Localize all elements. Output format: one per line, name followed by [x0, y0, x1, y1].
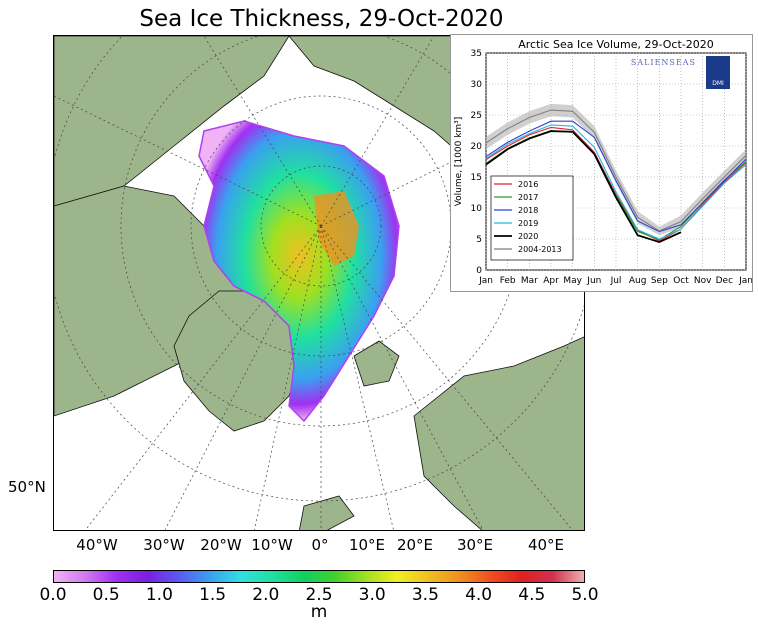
- y-tick-label: 25: [471, 111, 482, 121]
- series-line-2020: [485, 130, 682, 244]
- y-tick-label: 35: [471, 49, 482, 59]
- legend-label: 2016: [518, 180, 538, 189]
- x-tick-label: Jul: [610, 276, 622, 286]
- y-tick-label: 5: [476, 235, 482, 245]
- y-tick-label: 0: [476, 266, 482, 276]
- series-line-2016: [485, 126, 747, 242]
- series-line-2018: [485, 120, 747, 233]
- salienseas-logo: SALIENSEAS: [631, 58, 696, 67]
- sea-ice-extent: [198, 120, 400, 423]
- colorbar-tick-label: 2.5: [305, 585, 333, 605]
- colorbar: [53, 570, 585, 583]
- x-tick-label: Jun: [586, 276, 601, 286]
- series-line-2004-2013: [485, 109, 747, 232]
- y-axis-label: Volume, [1000 km³]: [454, 117, 464, 207]
- colorbar-unit: m: [310, 602, 328, 622]
- legend-label: 2004-2013: [518, 245, 562, 254]
- chart-title: Arctic Sea Ice Volume, 29-Oct-2020: [518, 38, 713, 51]
- y-tick-label: 30: [471, 80, 483, 90]
- y-tick-label: 15: [471, 173, 482, 183]
- lon-label-40w: 40°W: [76, 536, 118, 554]
- x-tick-label: Mar: [521, 276, 538, 286]
- lon-label-30w: 30°W: [143, 536, 185, 554]
- colorbar-tick-label: 4.5: [518, 585, 546, 605]
- legend-label: 2017: [518, 193, 538, 202]
- colorbar-tick-label: 1.5: [199, 585, 227, 605]
- land-scandinavia: [413, 336, 584, 530]
- x-tick-label: Jan: [738, 276, 752, 286]
- y-tick-label: 10: [471, 204, 483, 214]
- x-tick-label: Oct: [673, 276, 689, 286]
- legend-box: [490, 175, 574, 261]
- colorbar-tick-label: 0.5: [92, 585, 120, 605]
- lon-label-30e: 30°E: [456, 536, 494, 554]
- x-tick-label: Feb: [500, 276, 516, 286]
- colorbar-tick-label: 3.0: [358, 585, 386, 605]
- colorbar-tick-label: 0.0: [39, 585, 67, 605]
- legend-label: 2019: [518, 219, 538, 228]
- x-tick-label: Jan: [478, 276, 493, 286]
- lon-label-20w: 20°W: [200, 536, 242, 554]
- colorbar-tick-label: 3.5: [411, 585, 439, 605]
- x-tick-label: Nov: [694, 276, 712, 286]
- lon-label-40e: 40°E: [527, 536, 565, 554]
- volume-chart: Arctic Sea Ice Volume, 29-Oct-2020 0 5 10 15…: [454, 38, 752, 286]
- colorbar-gradient: [53, 570, 585, 583]
- colorbar-tick-label: 5.0: [571, 585, 599, 605]
- land-iceland: [298, 495, 355, 530]
- sea-ice-thick-zone: [314, 191, 359, 266]
- legend-label: 2018: [518, 206, 538, 215]
- volume-chart-inset[interactable]: Arctic Sea Ice Volume, 29-Oct-2020 0 5 10 15…: [450, 34, 753, 292]
- x-tick-label: Apr: [543, 276, 559, 286]
- map-title: Sea Ice Thickness, 29-Oct-2020: [139, 6, 504, 32]
- lon-label-20e: 20°E: [396, 536, 434, 554]
- dmi-logo: [706, 56, 730, 89]
- lon-label-0: 0°: [311, 536, 329, 554]
- x-tick-label: Aug: [629, 276, 647, 286]
- x-tick-label: Sep: [651, 276, 668, 286]
- colorbar-tick-label: 2.0: [252, 585, 280, 605]
- dmi-logo-text: DMI: [712, 80, 724, 87]
- colorbar-tick-label: 1.0: [145, 585, 173, 605]
- polar-map: [54, 36, 584, 530]
- series-line-2019: [485, 124, 747, 240]
- lon-label-10w: 10°W: [251, 536, 293, 554]
- land-svalbard: [353, 340, 400, 387]
- lon-label-10e: 10°E: [348, 536, 386, 554]
- lat-label-50n: 50°N: [8, 478, 46, 496]
- legend-label: 2020: [518, 232, 538, 241]
- colorbar-tick-label: 4.0: [465, 585, 493, 605]
- x-tick-label: May: [563, 276, 582, 286]
- y-tick-label: 20: [471, 142, 483, 152]
- x-tick-label: Dec: [716, 276, 733, 286]
